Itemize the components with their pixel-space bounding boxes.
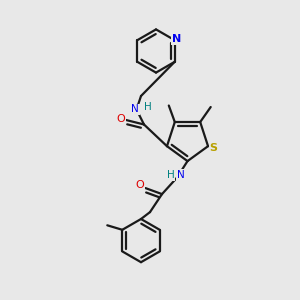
Text: H: H [167,170,174,180]
Text: H: H [144,102,152,112]
Text: N: N [172,34,181,44]
Text: N: N [131,104,139,115]
Text: O: O [136,180,145,190]
Text: N: N [177,170,184,180]
Text: O: O [116,113,125,124]
Text: S: S [209,143,217,153]
